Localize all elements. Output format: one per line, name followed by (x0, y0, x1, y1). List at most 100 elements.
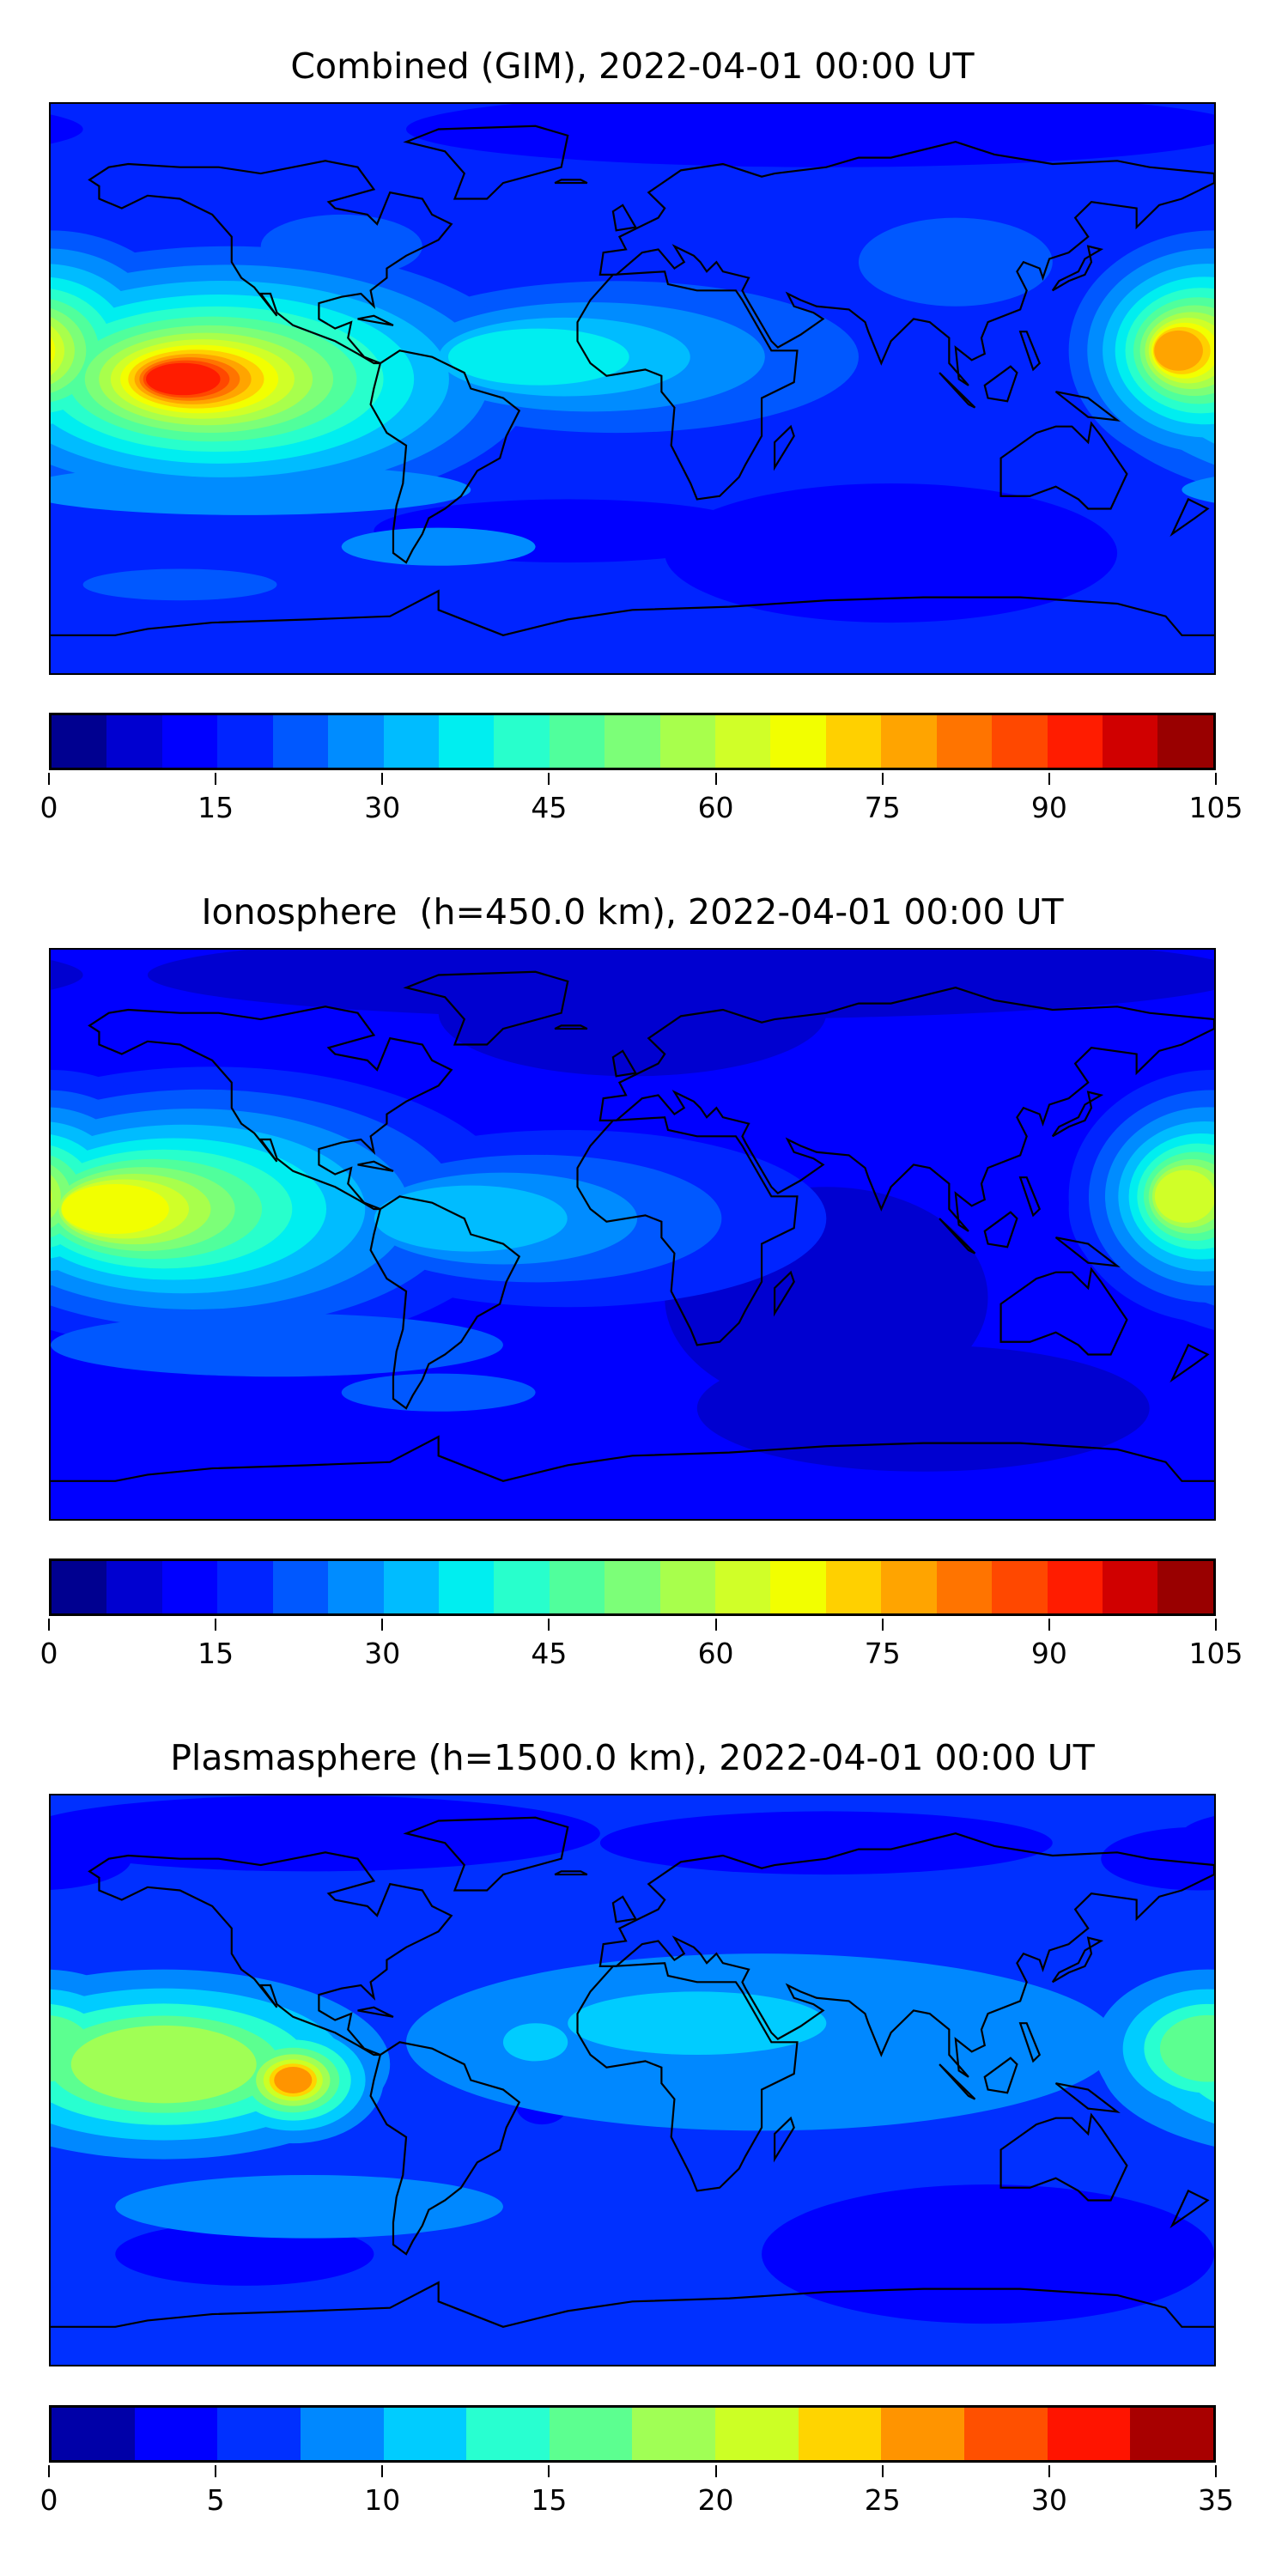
colorbar-segment (52, 1561, 107, 1613)
contour-region (406, 104, 1214, 167)
coastline (1001, 423, 1127, 508)
contour-region (568, 1991, 827, 2056)
coastlines (51, 972, 1214, 1481)
colorbar-segment (217, 715, 273, 768)
tick-mark (714, 773, 717, 785)
tick-mark (1215, 1619, 1217, 1631)
contour-region (502, 2023, 568, 2062)
coastline (985, 367, 1018, 402)
colorbar-segment (134, 2408, 218, 2460)
contour-region (696, 1345, 1150, 1472)
colorbar-segment (466, 2408, 550, 2460)
panel-title: Plasmasphere (h=1500.0 km), 2022-04-01 0… (170, 1737, 1095, 1778)
contour-region (1154, 1170, 1214, 1223)
colorbar-segment (964, 2408, 1048, 2460)
tick-mark (881, 2465, 884, 2477)
coastline (1001, 1269, 1127, 1354)
contour-region (374, 1185, 568, 1252)
tick-mark (548, 2465, 550, 2477)
colorbar-segment (936, 1561, 993, 1613)
coastline (371, 350, 519, 562)
contour-region (51, 325, 65, 376)
coastline (578, 1117, 798, 1345)
colorbar-segment (715, 715, 771, 768)
tick-mark (48, 773, 50, 785)
colorbar-segment (383, 1561, 439, 1613)
colorbar (49, 2405, 1216, 2463)
coastline (613, 1897, 635, 1922)
colorbar-segment (1047, 2408, 1131, 2460)
colorbar-segment (715, 2408, 799, 2460)
colorbar-segment (881, 1561, 937, 1613)
coastline-antarctica (51, 1437, 1214, 1481)
tick-mark (48, 1619, 50, 1631)
colorbar-segment (438, 715, 495, 768)
coastline (1053, 1938, 1101, 1983)
contour-region (51, 1188, 52, 1204)
contour-region (599, 1811, 1053, 1875)
colorbar-segment (106, 1561, 162, 1613)
tec-map-plasmasphere (49, 1794, 1216, 2366)
contour-region (61, 1184, 169, 1235)
tick-label: 75 (864, 1637, 901, 1670)
colorbar-segment (1130, 2408, 1213, 2460)
tick-mark (714, 2465, 717, 2477)
tick-mark (1048, 773, 1050, 785)
tick-label: 25 (864, 2483, 901, 2517)
coastline (1056, 392, 1118, 420)
coastline (600, 142, 1214, 386)
coastline (89, 161, 452, 363)
colorbar-segment (494, 1561, 550, 1613)
coastline (358, 1162, 393, 1171)
tick-label: 30 (1030, 2483, 1067, 2517)
colorbar-segment (605, 1561, 660, 1613)
colorbar-ticks: 0 15 30 45 60 75 90 105 (40, 773, 1243, 824)
tick-mark (381, 2465, 384, 2477)
contour-region (438, 950, 827, 1077)
coastline (613, 1051, 635, 1076)
colorbar-segment (798, 2408, 882, 2460)
colorbar-segment (217, 2408, 301, 2460)
coastline-antarctica (51, 591, 1214, 635)
contour-region (341, 527, 536, 566)
tick-label: 0 (39, 791, 58, 824)
tick-mark (1215, 773, 1217, 785)
tick-label: 90 (1030, 1637, 1067, 1670)
tick-mark (381, 1619, 384, 1631)
tick-label: 60 (697, 791, 734, 824)
contour-region (70, 2025, 257, 2104)
colorbar-segment (825, 715, 882, 768)
colorbar-segment (161, 715, 218, 768)
coastline (371, 1196, 519, 1408)
colorbar-segment (106, 715, 162, 768)
coastline (555, 1025, 587, 1029)
coastline (613, 205, 635, 230)
tick-label: 60 (697, 1637, 734, 1670)
colorbar-segment (328, 1561, 384, 1613)
coastline (775, 1273, 794, 1314)
colorbar-segment (383, 2408, 467, 2460)
tick-mark (1215, 2465, 1217, 2477)
colorbar-segment (659, 715, 716, 768)
colorbar-segment (770, 1561, 826, 1613)
coastline (406, 972, 568, 1045)
colorbar-segment (1103, 1561, 1158, 1613)
tick-mark (215, 773, 217, 785)
contour-region (51, 1313, 503, 1377)
colorbar-segment (605, 715, 660, 768)
colorbar-segment (272, 1561, 329, 1613)
colorbar-ticks: 0 15 30 45 60 75 90 105 (40, 1619, 1243, 1670)
tick-mark (881, 773, 884, 785)
panel-title: Ionosphere (h=450.0 km), 2022-04-01 00:0… (201, 891, 1064, 933)
colorbar-segment (438, 1561, 495, 1613)
contour-region (1159, 2014, 1214, 2082)
contour-region (51, 1827, 132, 1890)
contour-region (826, 2016, 1021, 2081)
tec-map-combined (49, 102, 1216, 675)
coastline (985, 1212, 1018, 1248)
colorbar-ticks: 0 5 10 15 20 25 30 35 (40, 2465, 1234, 2517)
coastline (1056, 2083, 1118, 2111)
colorbar-segment (1103, 715, 1158, 768)
tick-mark (381, 773, 384, 785)
colorbar-segment (632, 2408, 716, 2460)
